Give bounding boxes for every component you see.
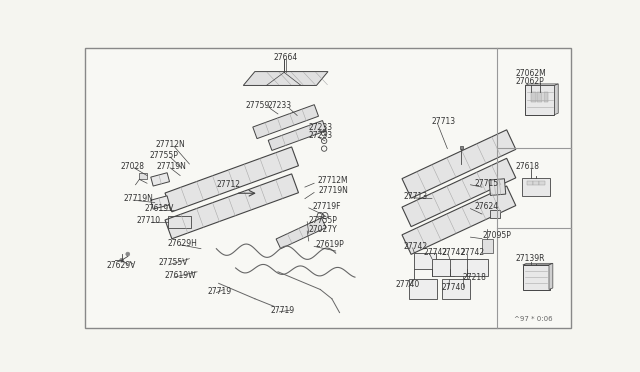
Polygon shape (268, 121, 326, 150)
Bar (168, 216, 191, 228)
Bar (527, 181, 533, 185)
Polygon shape (554, 84, 558, 115)
Text: ^97 * 0:06: ^97 * 0:06 (515, 316, 553, 322)
Text: 27619W: 27619W (164, 271, 196, 280)
Text: 27233: 27233 (268, 101, 292, 110)
Text: 27742: 27742 (424, 248, 447, 257)
Text: 27712: 27712 (216, 180, 241, 189)
Text: 27713: 27713 (432, 117, 456, 126)
Text: 27719: 27719 (207, 286, 231, 295)
Text: 27629V: 27629V (106, 261, 136, 270)
Bar (522, 178, 550, 196)
Text: 27624: 27624 (474, 202, 499, 211)
Text: 27028: 27028 (120, 162, 144, 171)
Bar (523, 265, 550, 289)
Bar (140, 173, 147, 179)
Circle shape (120, 258, 124, 262)
Polygon shape (165, 147, 298, 212)
Polygon shape (402, 186, 516, 254)
Polygon shape (525, 84, 558, 86)
Text: 27233: 27233 (308, 131, 333, 140)
Polygon shape (151, 173, 170, 186)
Text: 27712M: 27712M (318, 176, 349, 185)
Text: 27742: 27742 (442, 248, 466, 257)
Text: 27742: 27742 (403, 242, 428, 251)
Bar (442, 279, 470, 299)
Bar (460, 146, 463, 150)
Circle shape (126, 252, 130, 256)
Bar (539, 181, 545, 185)
Text: 27233: 27233 (308, 123, 333, 132)
Polygon shape (243, 71, 328, 86)
Text: 27618: 27618 (515, 162, 539, 171)
Polygon shape (489, 179, 506, 195)
Polygon shape (402, 158, 516, 227)
Text: 27755P: 27755P (149, 151, 178, 160)
Polygon shape (549, 263, 553, 289)
Text: 27218: 27218 (463, 273, 486, 282)
Text: 27629H: 27629H (167, 239, 197, 248)
Text: 27713: 27713 (403, 192, 428, 201)
Polygon shape (402, 130, 516, 198)
Polygon shape (253, 105, 319, 139)
Bar (538, 92, 542, 102)
Text: 27619P: 27619P (316, 240, 344, 249)
Text: 27095P: 27095P (483, 231, 511, 240)
Text: 27062M: 27062M (515, 70, 546, 78)
Text: 27715: 27715 (474, 179, 499, 188)
Text: 27139R: 27139R (515, 254, 545, 263)
Bar (409, 279, 436, 299)
Text: 27062P: 27062P (515, 77, 544, 86)
Text: 27719: 27719 (270, 306, 294, 315)
Bar (543, 92, 548, 102)
Bar (467, 259, 488, 276)
Polygon shape (165, 174, 298, 239)
Text: 27740: 27740 (442, 283, 466, 292)
Polygon shape (151, 196, 170, 209)
Bar (490, 210, 500, 218)
Polygon shape (523, 263, 553, 265)
Bar (414, 253, 436, 269)
Bar (482, 239, 493, 253)
Text: 27027Y: 27027Y (308, 225, 337, 234)
Text: 27755V: 27755V (159, 258, 188, 267)
Text: 27719N: 27719N (319, 186, 349, 195)
Text: 27742: 27742 (460, 248, 484, 257)
Text: 27719N: 27719N (124, 194, 154, 203)
Bar (432, 259, 454, 276)
Text: 27719N: 27719N (156, 162, 186, 171)
Text: 27740: 27740 (396, 280, 420, 289)
Text: 27619V: 27619V (145, 204, 174, 213)
Polygon shape (276, 218, 326, 249)
Bar (450, 259, 471, 276)
Text: 27759: 27759 (246, 101, 270, 110)
Text: 27719F: 27719F (312, 202, 341, 211)
Bar (531, 92, 536, 102)
Text: 27664: 27664 (273, 53, 298, 62)
Bar (533, 181, 539, 185)
Bar (525, 86, 554, 115)
Text: 27755P: 27755P (308, 216, 338, 225)
Text: 27710: 27710 (136, 216, 161, 225)
Text: 27712N: 27712N (156, 140, 185, 149)
